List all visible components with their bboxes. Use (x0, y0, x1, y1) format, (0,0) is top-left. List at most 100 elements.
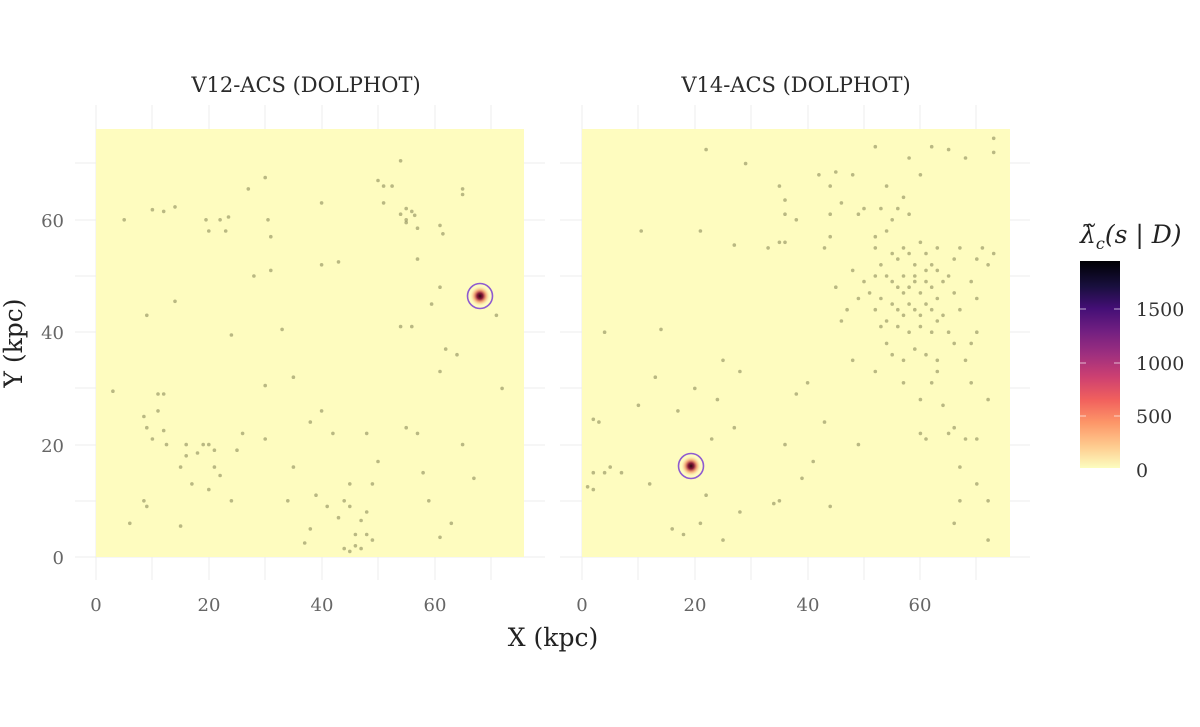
data-point (794, 392, 799, 396)
data-point (280, 327, 284, 332)
data-point (929, 285, 934, 290)
data-point (449, 521, 454, 526)
data-point (918, 291, 923, 295)
x-tick-60: 60 (424, 595, 447, 616)
data-point (111, 389, 115, 394)
data-point (142, 499, 146, 503)
data-point (698, 521, 703, 526)
data-point (777, 499, 782, 503)
facet-v12: V12-ACS (DOLPHOT) (75, 73, 545, 580)
data-point (777, 240, 782, 245)
data-point (845, 307, 849, 312)
data-point (783, 240, 787, 245)
data-point (235, 448, 239, 453)
data-point (822, 420, 827, 424)
facet-title-v14: V14-ACS (DOLPHOT) (680, 73, 910, 97)
data-point (850, 173, 855, 177)
data-point (873, 246, 878, 250)
data-point (986, 538, 990, 542)
data-point (693, 386, 697, 391)
data-point (670, 527, 674, 531)
data-point (263, 383, 268, 388)
data-point (142, 414, 146, 419)
data-point (862, 279, 866, 284)
data-point (963, 156, 968, 160)
data-point (472, 476, 476, 481)
data-point (715, 397, 720, 402)
data-point (918, 240, 923, 245)
data-point (602, 330, 607, 335)
data-point (178, 524, 183, 528)
data-point (975, 437, 979, 441)
data-point (991, 150, 996, 155)
data-point (924, 302, 928, 306)
data-point (150, 437, 155, 441)
x-tick-60: 60 (909, 595, 932, 616)
data-point (958, 465, 962, 469)
data-point (128, 521, 132, 526)
data-point (850, 358, 855, 363)
data-point (721, 358, 725, 363)
data-point (709, 437, 714, 441)
data-point (918, 313, 923, 318)
data-point (591, 417, 596, 422)
data-point (828, 184, 832, 188)
y-tick-60: 60 (41, 211, 64, 232)
data-point (952, 521, 956, 526)
data-point (907, 330, 911, 335)
data-point (963, 358, 968, 363)
data-point (941, 403, 945, 408)
data-point (591, 470, 596, 475)
data-point (913, 347, 917, 351)
data-point (901, 358, 906, 363)
data-point (907, 285, 911, 290)
data-point (647, 482, 652, 486)
data-point (873, 144, 878, 149)
data-point (348, 482, 352, 486)
data-point (732, 243, 737, 247)
data-point (929, 263, 934, 267)
data-point (269, 234, 273, 239)
data-point (907, 251, 911, 256)
data-point (390, 184, 394, 188)
data-point (302, 541, 307, 545)
data-point (975, 257, 979, 261)
data-point (884, 341, 889, 346)
x-axis-title: X (kpc) (508, 623, 598, 652)
data-point (376, 459, 380, 464)
data-point (907, 302, 911, 306)
data-point (342, 499, 347, 503)
data-point (308, 420, 313, 424)
data-point (873, 307, 878, 312)
data-point (879, 206, 883, 211)
data-point (207, 442, 211, 447)
data-point (398, 324, 403, 329)
data-point (918, 173, 923, 177)
data-point (427, 499, 431, 503)
data-point (991, 251, 996, 256)
data-point (348, 504, 352, 509)
data-point (438, 223, 442, 228)
x-axis-ticks-v12: 0 20 40 60 (90, 595, 446, 616)
data-point (415, 431, 420, 436)
data-point (890, 218, 894, 222)
data-point (252, 274, 256, 278)
data-point (907, 156, 911, 160)
data-point (873, 369, 878, 374)
data-point (901, 195, 906, 200)
data-point (336, 260, 341, 264)
data-point (901, 246, 906, 250)
data-point (946, 330, 951, 335)
data-point (721, 538, 725, 542)
data-point (204, 218, 208, 222)
data-point (161, 428, 166, 433)
data-point (291, 465, 296, 469)
y-tick-40: 40 (41, 323, 64, 344)
data-point (969, 381, 973, 385)
data-point (229, 333, 234, 337)
data-point (800, 476, 804, 481)
data-point (958, 499, 962, 503)
data-point (438, 535, 442, 540)
data-point (212, 448, 217, 453)
data-point (331, 431, 335, 436)
